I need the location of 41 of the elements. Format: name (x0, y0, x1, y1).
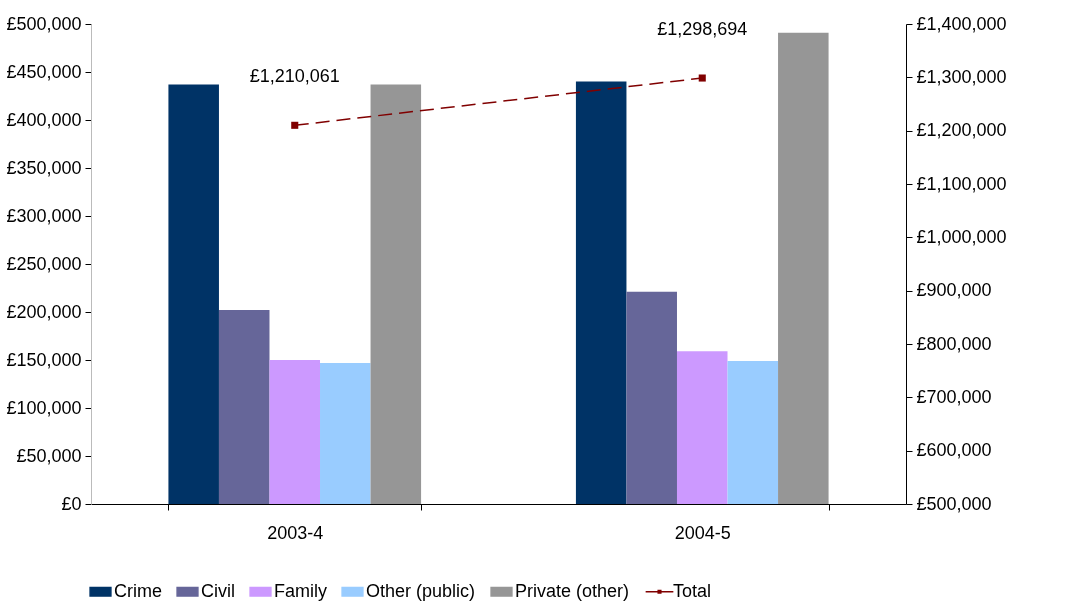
bar (168, 84, 219, 504)
y2-tick-label: £1,300,000 (916, 66, 1007, 87)
y-tick-label: £150,000 (6, 349, 82, 370)
bar (320, 362, 371, 504)
bar (575, 81, 627, 504)
bar (778, 32, 829, 504)
legend-label: Crime (114, 580, 162, 601)
legend-label: Private (other) (515, 580, 630, 601)
y2-tick-label: £1,200,000 (916, 120, 1007, 141)
bar (218, 310, 270, 504)
y-tick-label: £0 (61, 493, 82, 514)
y2-tick-label: £800,000 (916, 333, 992, 354)
y2-tick-label: £500,000 (916, 493, 992, 514)
data-label: £1,298,694 (657, 19, 748, 40)
y2-tick-label: £700,000 (916, 386, 992, 407)
y2-tick-label: £600,000 (916, 440, 992, 461)
y-tick-label: £250,000 (6, 253, 82, 274)
y-tick-label: £50,000 (16, 445, 82, 466)
x-tick-label: 2004-5 (674, 522, 731, 543)
bar (676, 351, 728, 504)
y-tick-label: £400,000 (6, 109, 82, 130)
bar (727, 360, 779, 504)
bar (269, 360, 321, 504)
data-label: £1,210,061 (249, 66, 340, 87)
y-tick-label: £350,000 (6, 157, 82, 178)
legend-label: Civil (201, 580, 235, 601)
legend-label: Other (public) (366, 580, 476, 601)
bar (370, 84, 422, 504)
y-tick-label: £450,000 (6, 61, 82, 82)
y-tick-label: £200,000 (6, 301, 82, 322)
legend-label: Family (274, 580, 327, 601)
y2-tick-label: £1,400,000 (916, 13, 1007, 34)
y-tick-label: £500,000 (6, 13, 82, 34)
y2-tick-label: £900,000 (916, 280, 992, 301)
bar (626, 291, 677, 504)
y2-tick-label: £1,000,000 (916, 226, 1007, 247)
y-tick-label: £100,000 (6, 397, 82, 418)
x-tick-label: 2003-4 (267, 522, 324, 543)
y2-tick-label: £1,100,000 (916, 173, 1007, 194)
legend-label: Total (673, 580, 712, 601)
y-tick-label: £300,000 (6, 205, 82, 226)
